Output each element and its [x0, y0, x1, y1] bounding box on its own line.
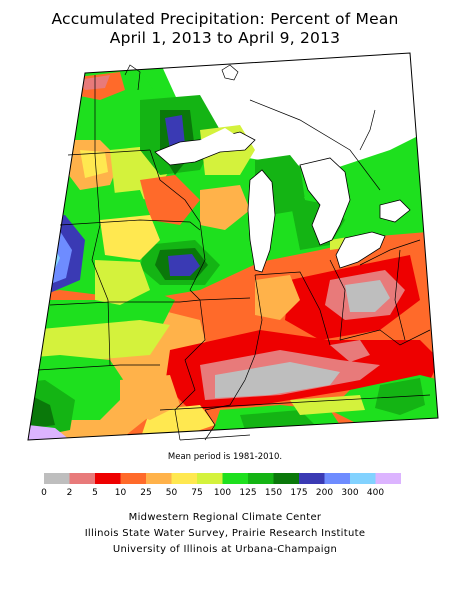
legend-label: 125 [239, 488, 257, 498]
credit-line-3: University of Illinois at Urbana-Champai… [112, 544, 338, 555]
great-lakes [154, 128, 411, 273]
legend-label: 150 [264, 488, 283, 498]
legend-label: 100 [213, 488, 232, 498]
legend-swatch [324, 473, 350, 484]
legend-label: 5 [92, 488, 98, 498]
legend-swatch [171, 473, 197, 484]
state-borders [37, 75, 431, 441]
precipitation-field [28, 53, 438, 440]
legend-label: 175 [290, 488, 308, 498]
legend-label: 300 [341, 488, 359, 498]
legend-swatch [299, 473, 325, 484]
legend-bar [44, 473, 401, 484]
legend-swatch [120, 473, 146, 484]
credit-line-2: Illinois State Water Survey, Prairie Res… [84, 528, 366, 539]
legend-label: 75 [191, 488, 203, 498]
legend-swatch [375, 473, 401, 484]
map-title: Accumulated Precipitation: Percent of Me… [51, 10, 399, 28]
legend-swatch [95, 473, 121, 484]
legend-label: 400 [366, 488, 385, 498]
map-frame [27, 52, 439, 441]
legend-swatch [146, 473, 172, 484]
map-subtitle: April 1, 2013 to April 9, 2013 [109, 29, 341, 47]
legend-label: 25 [140, 488, 152, 498]
legend-label: 10 [114, 488, 127, 498]
legend-label: 0 [41, 488, 47, 498]
legend-swatch [197, 473, 223, 484]
legend-label: 2 [66, 488, 73, 498]
legend-swatch [69, 473, 95, 484]
mean-period-note: Mean period is 1981-2010. [167, 452, 283, 462]
legend-swatch [273, 473, 299, 484]
credit-line-1: Midwestern Regional Climate Center [128, 512, 322, 523]
legend-label: 200 [315, 488, 334, 498]
legend-label: 50 [165, 488, 178, 498]
legend-swatch [350, 473, 376, 484]
legend-swatch [44, 473, 70, 484]
coastlines [124, 64, 421, 266]
legend-swatch [248, 473, 274, 484]
legend-swatch [222, 473, 248, 484]
